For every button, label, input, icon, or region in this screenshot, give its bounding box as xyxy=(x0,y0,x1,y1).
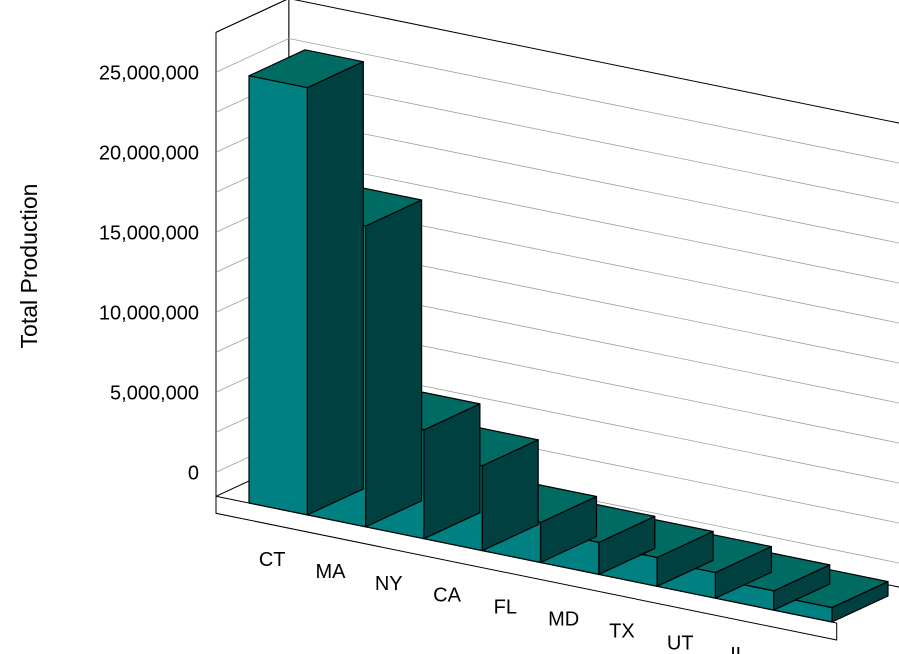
y-tick-label: 20,000,000 xyxy=(99,142,199,164)
y-tick-label: 0 xyxy=(188,462,199,484)
left-wall-rim xyxy=(215,0,287,33)
y-tick-label: 15,000,000 xyxy=(99,222,199,244)
y-tick-label: 10,000,000 xyxy=(99,302,199,324)
x-tick-label-ct: CT xyxy=(259,549,286,571)
x-tick-label-ca: CA xyxy=(433,585,461,607)
bar-side-ct xyxy=(306,61,364,516)
gridline-left xyxy=(215,38,289,73)
x-tick-label-il: IL xyxy=(730,644,747,654)
bar-side-ma xyxy=(365,199,423,528)
x-tick-label-md: MD xyxy=(548,608,579,630)
bar-front-ct xyxy=(248,75,308,516)
gridline-back xyxy=(288,78,899,204)
x-tick-label-fl: FL xyxy=(494,597,517,619)
x-tick-labels: CTMANYCAFLMDTXUTILOH xyxy=(259,549,747,654)
x-tick-label-tx: TX xyxy=(609,620,635,642)
y-axis-title: Total Production xyxy=(16,184,42,349)
gridline-back xyxy=(288,158,899,284)
bar-ct xyxy=(248,49,364,516)
x-tick-label-ma: MA xyxy=(315,561,346,583)
y-tick-label: 5,000,000 xyxy=(110,382,199,404)
y-tick-label: 25,000,000 xyxy=(99,62,199,84)
bars xyxy=(248,49,889,623)
gridline-back xyxy=(288,38,899,164)
x-tick-label-ny: NY xyxy=(375,573,403,595)
y-tick-labels: 0 5,000,000 10,000,000 15,000,000 20,000,000… xyxy=(99,62,199,484)
gridline-back xyxy=(288,118,899,244)
x-tick-label-ut: UT xyxy=(667,632,694,654)
